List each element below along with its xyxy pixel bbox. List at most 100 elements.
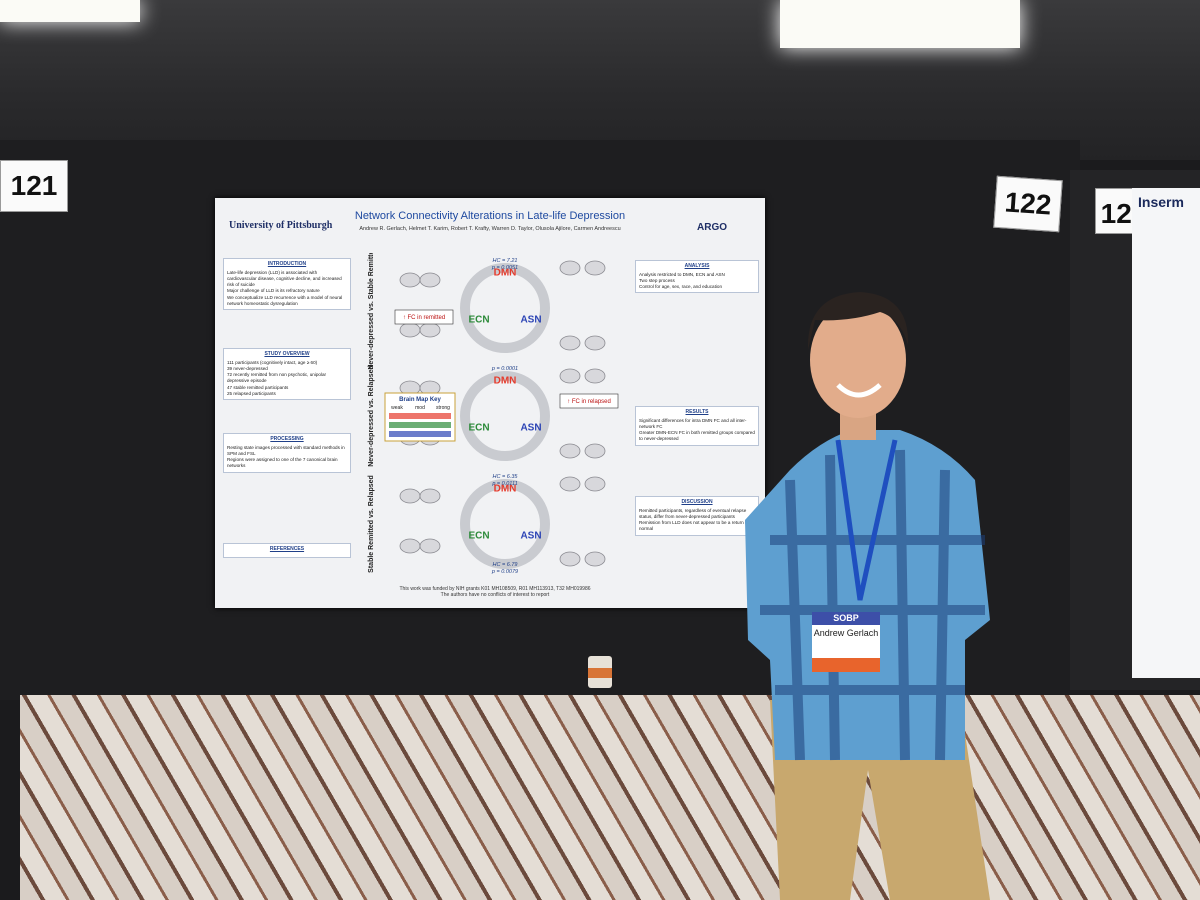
brain-image [559, 551, 581, 567]
network-label: ASN [520, 423, 541, 434]
section-line: 25 relapsed participants [227, 390, 276, 396]
section-line: We conceptualize LLD recurrence with a m… [227, 294, 343, 306]
stat-text: p = 0.0051 [491, 265, 518, 271]
board-number: 121 [0, 160, 68, 212]
badge-event: SOBP [812, 612, 880, 625]
section-line: Late-life depression (LLD) is associated… [227, 269, 342, 288]
note-text: ↑ FC in remitted [403, 315, 445, 321]
poster-section: PROCESSING Resting state images processed… [223, 433, 351, 473]
network-diagram: Never-depressed vs. Stable Remitted DMN EC… [368, 253, 619, 575]
section-line: 72 recently remitted from non psychotic,… [227, 372, 327, 384]
poster-title: Network Connectivity Alterations in Late… [354, 210, 626, 222]
section-heading: DISCUSSION [681, 499, 713, 505]
network-ring [460, 371, 550, 461]
section-heading: PROCESSING [270, 436, 304, 442]
brain-image [559, 368, 581, 384]
smile [836, 383, 882, 398]
stat-text: HC = 7.21 [493, 258, 518, 264]
section-heading: REFERENCES [269, 546, 305, 552]
network-label: ASN [520, 315, 541, 326]
key-swatch [389, 422, 451, 428]
row-label: Never-depressed vs. Relapsed [368, 365, 375, 467]
neighbor-title: Inserm [1138, 194, 1184, 210]
funding: This work was funded by NIH grants K01 M… [365, 586, 625, 598]
poster-section: STUDY OVERVIEW 111 participants (cognitiv… [223, 348, 351, 400]
badge-name: Andrew Gerlach [813, 628, 879, 638]
brain-image [559, 335, 581, 351]
conflicts-text: The authors have no conflicts of interes… [440, 592, 550, 598]
key-title: Brain Map Key [399, 397, 441, 403]
brain-image [559, 476, 581, 492]
network-label: ECN [468, 531, 489, 542]
stat-text: p = 0.0111 [491, 481, 517, 487]
network-label: DMN [494, 268, 517, 279]
brain-image [584, 368, 606, 384]
badge-strip [812, 658, 880, 672]
argo-logo: ARGO [697, 222, 727, 233]
key-column: mod [415, 405, 425, 411]
stat-text: p = 0.0079 [491, 569, 518, 575]
section-line: Remitted participants, regardless of eve… [639, 507, 747, 519]
brain-image [584, 443, 606, 459]
section-heading: RESULTS [685, 409, 709, 415]
section-line: Two step process [639, 277, 675, 283]
poster: University of Pittsburgh ARGO Network Co… [215, 198, 765, 608]
section-line: Major challenge of LLD is its refractory… [227, 288, 320, 294]
key-swatch [389, 413, 451, 419]
row-label: Never-depressed vs. Stable Remitted [368, 253, 375, 370]
poster-section: ANALYSIS Analysis restricted to DMN, ECN … [635, 260, 759, 294]
note-box [394, 309, 454, 325]
poster-authors: Andrew R. Gerlach, Helmet T. Karim, Robe… [359, 226, 621, 232]
stat-text: HC = 6.79 [493, 562, 518, 568]
brain-image [584, 476, 606, 492]
network-label: DMN [494, 376, 517, 387]
section-line: Significant differences for intra DMN FC… [639, 417, 747, 429]
ceiling-light [0, 0, 140, 22]
brain-image [419, 488, 441, 504]
section-line: 111 participants (cognitively intact, ag… [227, 359, 318, 365]
key-column: strong [436, 405, 450, 411]
shirt [745, 430, 990, 760]
section-line: 39 never-depressed [227, 365, 268, 371]
brain-image [419, 272, 441, 288]
poster-section: REFERENCES [223, 543, 351, 558]
section-heading: STUDY OVERVIEW [264, 351, 310, 357]
section-line: Resting state images processed with stan… [227, 444, 345, 456]
section-line: Analysis restricted to DMN, ECN and ASN [639, 271, 725, 277]
section-line: Control for age, sex, race, and educatio… [639, 284, 722, 290]
key-swatch [389, 431, 451, 437]
carpet [20, 695, 1200, 900]
section-heading: INTRODUCTION [267, 261, 307, 267]
network-ring [460, 479, 550, 569]
section-line: 47 stable remitted participants [227, 384, 289, 390]
network-label: DMN [494, 484, 517, 495]
network-label: ECN [468, 423, 489, 434]
name-badge: SOBP Andrew Gerlach [812, 612, 880, 672]
hair [807, 292, 909, 350]
stat-text: HC = 6.35 [493, 474, 519, 480]
note-box [559, 393, 619, 409]
network-label: ASN [520, 531, 541, 542]
brain-image [559, 260, 581, 276]
neighbor-poster: Inserm [1132, 188, 1200, 678]
poster-section: DISCUSSION Remitted participants, regardl… [635, 496, 759, 536]
brain-image [584, 335, 606, 351]
shirt-pattern [760, 449, 985, 761]
poster-section: RESULTS Significant differences for intra… [635, 406, 759, 446]
stat-text: p = 0.0001 [491, 366, 518, 372]
brain-image [584, 551, 606, 567]
section-line: Greater DMN-ECN FC in both remitted grou… [639, 430, 755, 442]
brain-image [584, 260, 606, 276]
section-line: Regions were assigned to one of the 7 ca… [227, 457, 338, 469]
network-ring [460, 263, 550, 353]
key-column: weak [391, 405, 403, 411]
note-text: ↑ FC in relapsed [567, 399, 611, 405]
brain-image [559, 443, 581, 459]
section-line: Remission from LLD does not appear to be… [639, 520, 749, 532]
poster-section: INTRODUCTION Late-life depression (LLD) i… [223, 258, 351, 310]
ceiling-light [780, 0, 1020, 48]
cup [588, 668, 612, 678]
row-label: Stable Remitted vs. Relapsed [368, 475, 375, 573]
